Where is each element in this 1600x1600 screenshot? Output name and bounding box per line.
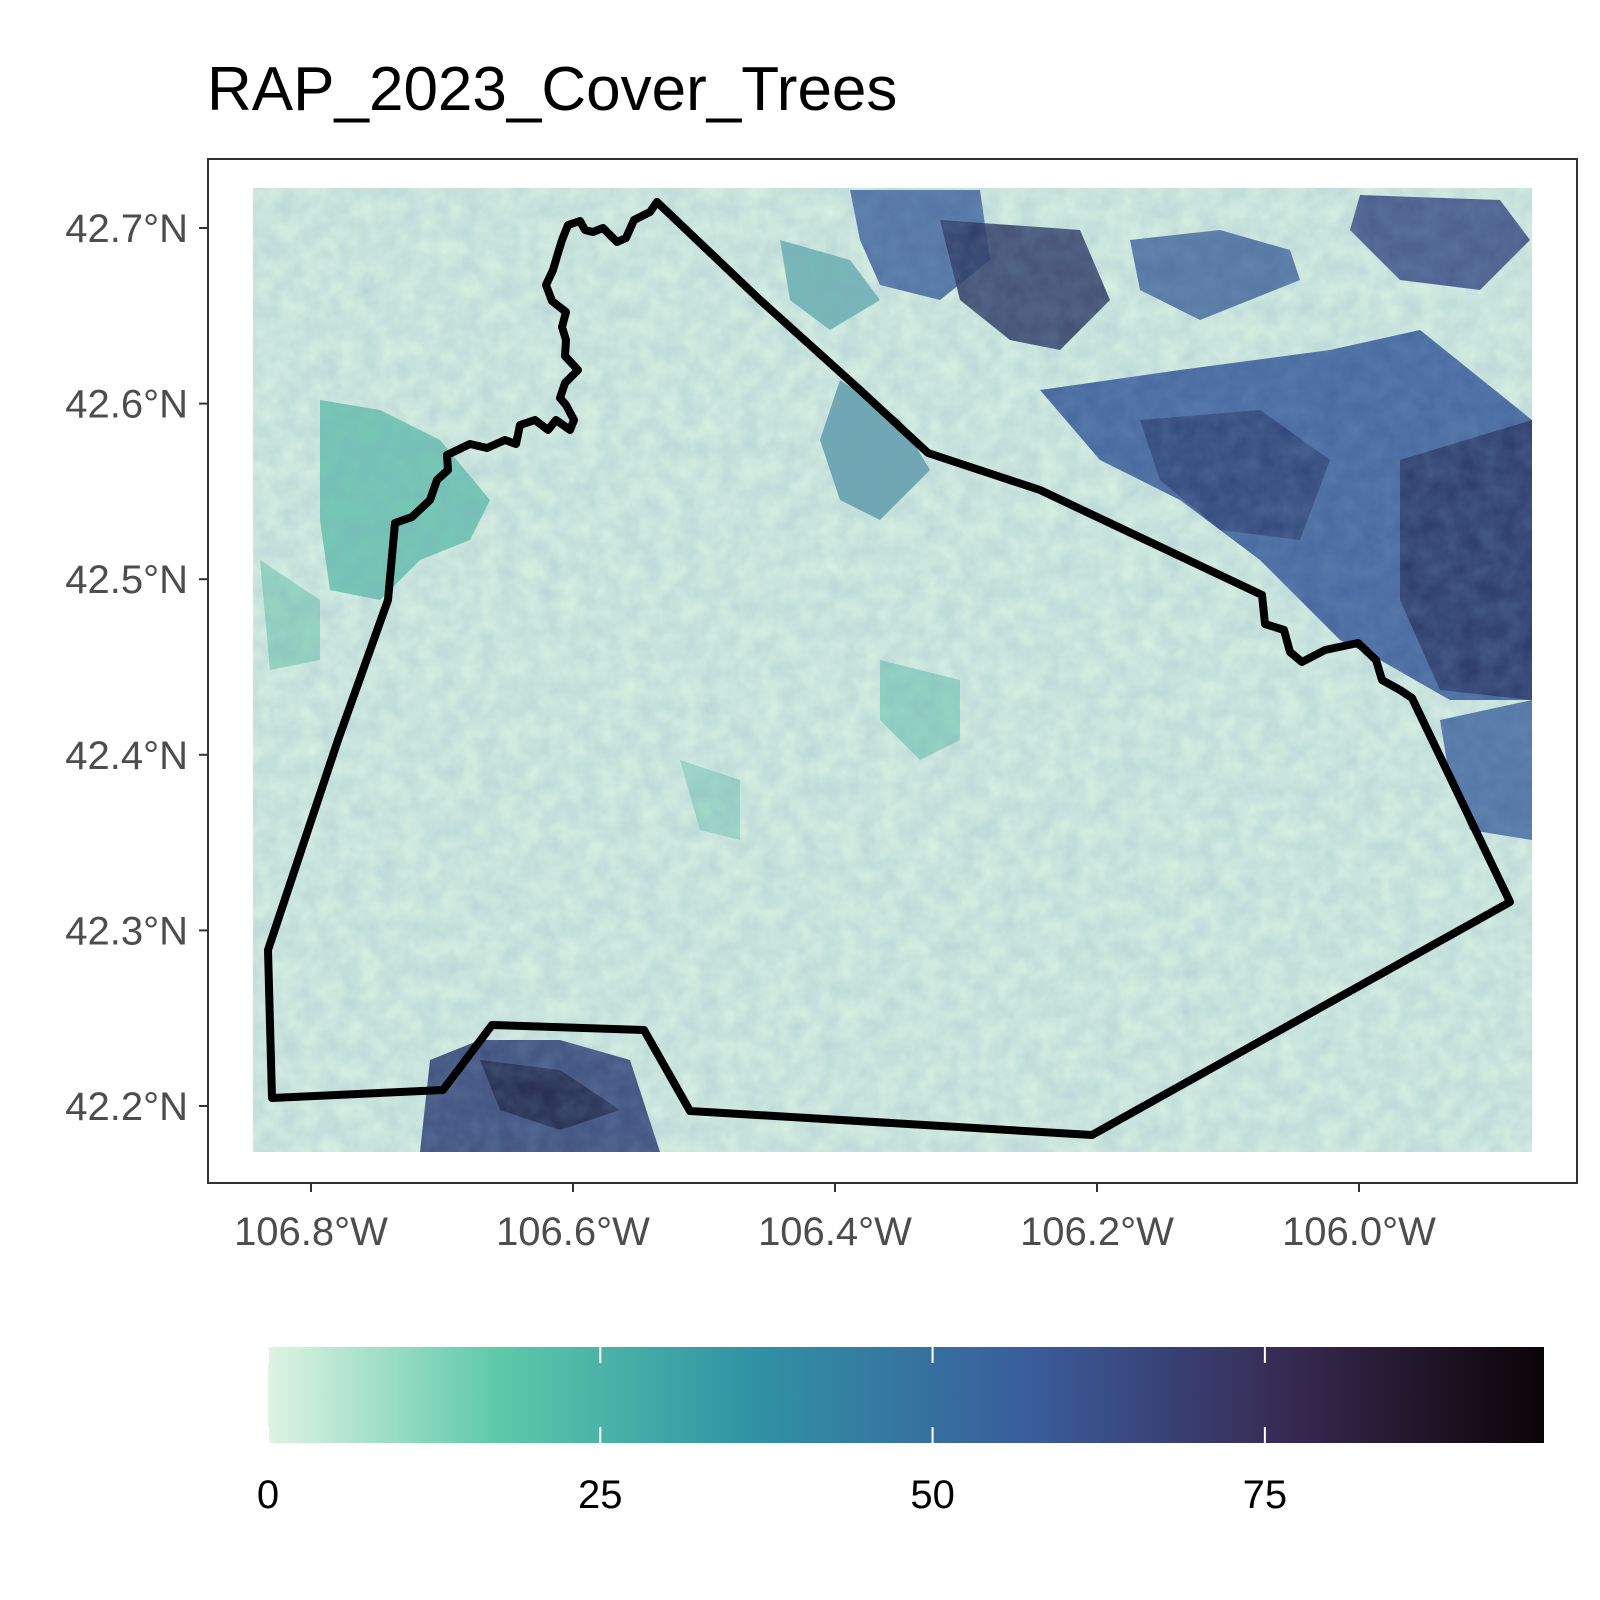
- map-title: RAP_2023_Cover_Trees: [207, 55, 897, 124]
- colorbar-label: 75: [1243, 1473, 1288, 1517]
- x-tick-label: 106.0°W: [1282, 1210, 1436, 1254]
- y-tick-label: 42.3°N: [65, 909, 188, 953]
- county-boundary: [264, 198, 1514, 1139]
- y-axis: 42.7°N 42.6°N 42.5°N 42.4°N 42.3°N 42.2°N: [65, 207, 208, 1129]
- x-axis: 106.8°W 106.6°W 106.4°W 106.2°W 106.0°W: [234, 1183, 1436, 1254]
- tree-cover-raster: [253, 188, 1532, 1152]
- colorbar-label: 25: [578, 1473, 623, 1517]
- colorbar-label: 50: [910, 1473, 955, 1517]
- y-tick-label: 42.7°N: [65, 207, 188, 251]
- y-tick-label: 42.5°N: [65, 558, 188, 602]
- y-tick-label: 42.4°N: [65, 734, 188, 778]
- colorbar: [268, 1347, 1544, 1443]
- y-tick-label: 42.2°N: [65, 1085, 188, 1129]
- colorbar-label: 0: [257, 1473, 279, 1517]
- x-tick-label: 106.6°W: [496, 1210, 650, 1254]
- raster-texture: [253, 188, 1532, 1152]
- x-tick-label: 106.2°W: [1020, 1210, 1174, 1254]
- colorbar-legend: 0 25 50 75: [257, 1347, 1544, 1517]
- x-tick-label: 106.8°W: [234, 1210, 388, 1254]
- x-tick-label: 106.4°W: [758, 1210, 912, 1254]
- colorbar-ticks: 0 25 50 75: [257, 1347, 1287, 1517]
- y-tick-label: 42.6°N: [65, 383, 188, 427]
